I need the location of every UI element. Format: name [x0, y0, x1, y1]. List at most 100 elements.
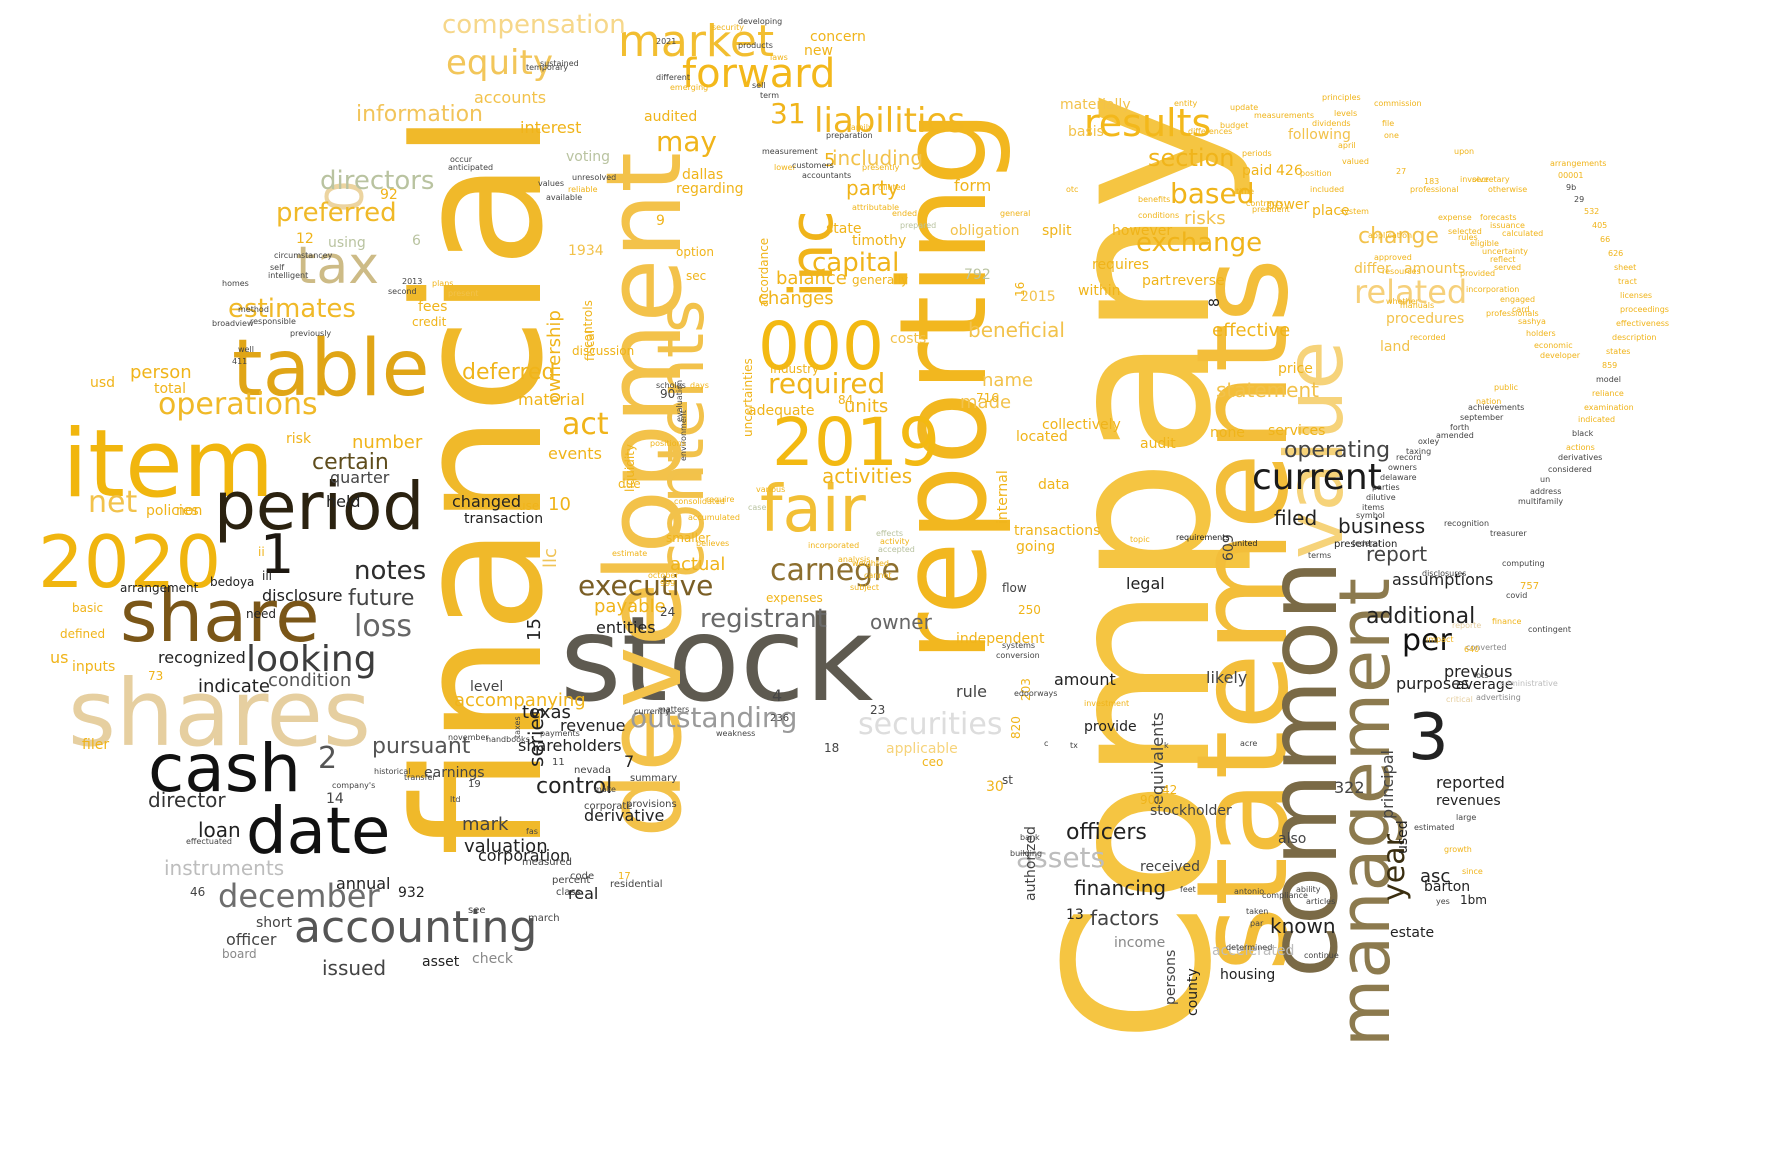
word-421: recorded	[1410, 333, 1446, 342]
word-276: measured	[522, 857, 572, 868]
word-448: 183	[1424, 177, 1440, 186]
word-141: power	[1266, 197, 1310, 213]
word-495: sheet	[1614, 263, 1637, 272]
word-290: handbooks	[486, 735, 530, 744]
word-178: estate	[1390, 925, 1435, 941]
word-65: pursuant	[372, 734, 471, 759]
word-439: levels	[1334, 109, 1358, 118]
word-479: un	[1540, 475, 1551, 484]
word-63: deferred	[462, 360, 556, 385]
word-373: believes	[696, 539, 730, 548]
word-372: accumulated	[688, 513, 740, 522]
word-208: total	[154, 381, 187, 397]
word-403: products	[738, 41, 773, 50]
word-363: environment	[679, 410, 688, 461]
word-12: share	[120, 574, 320, 658]
word-379: various	[756, 485, 786, 494]
word-166: previous	[1444, 662, 1513, 681]
word-82: name	[982, 370, 1034, 391]
word-70: additional	[1366, 604, 1476, 629]
word-282: residential	[610, 879, 663, 890]
word-187: received	[1140, 859, 1201, 875]
word-465: september	[1460, 413, 1504, 422]
word-45: preferred	[276, 198, 397, 228]
word-369: 999	[660, 579, 676, 588]
word-293: taxes	[513, 716, 522, 738]
word-330: critical	[1446, 695, 1473, 704]
word-153: services	[1268, 423, 1326, 439]
word-446: 27	[1396, 167, 1407, 176]
word-77: change	[1358, 224, 1439, 249]
word-73: factors	[1090, 906, 1160, 930]
word-62: net	[88, 485, 138, 520]
word-296: weakness	[716, 729, 756, 738]
word-427: secretary	[1472, 175, 1510, 184]
word-320: since	[1462, 867, 1483, 876]
word-69: report	[1366, 542, 1428, 566]
word-124: material	[518, 390, 585, 409]
word-173: amount	[1054, 670, 1116, 689]
word-328: advertising	[1476, 693, 1521, 702]
word-216: inputs	[72, 659, 116, 675]
word-406: otc	[1066, 185, 1079, 194]
word-229: 7	[624, 752, 635, 771]
word-38: registrant	[700, 604, 827, 634]
word-81: beneficial	[968, 318, 1065, 342]
word-95: payable	[594, 596, 666, 617]
word-317: presentation	[1334, 539, 1398, 550]
word-100: balance	[776, 268, 847, 289]
word-234: 12	[296, 231, 314, 247]
word-264: 46	[190, 885, 206, 899]
word-151: land	[1380, 339, 1411, 355]
word-307: compliance	[1262, 891, 1308, 900]
word-383: effects	[876, 529, 904, 538]
word-475: items	[1362, 503, 1385, 512]
word-160: going	[1016, 539, 1056, 555]
word-473: parties	[1372, 483, 1400, 492]
word-221: board	[222, 947, 257, 961]
word-295: currently	[634, 707, 670, 716]
word-58: act	[562, 407, 609, 442]
word-139: following	[1288, 127, 1351, 143]
word-42: related	[1354, 273, 1468, 311]
word-210: policies	[146, 503, 199, 519]
word-147: part	[1142, 273, 1171, 289]
word-298: k	[1164, 741, 1169, 750]
word-61: 2	[318, 741, 338, 776]
word-162: rule	[956, 682, 988, 701]
word-60: 31	[770, 97, 806, 130]
word-226: 10	[548, 494, 571, 515]
word-44: estimates	[228, 294, 356, 324]
word-190: expenses	[766, 591, 823, 605]
word-14: period	[214, 468, 425, 545]
word-18: 2019	[772, 404, 940, 481]
word-454: reflect	[1490, 255, 1516, 264]
word-503: arrangements	[1550, 159, 1607, 168]
word-467: amended	[1436, 431, 1474, 440]
word-255: 30	[986, 779, 1004, 795]
word-335: contingent	[1528, 625, 1571, 634]
word-249: ii	[258, 545, 265, 559]
word-242: 8	[1207, 298, 1223, 307]
word-207: using	[328, 235, 366, 251]
word-54: exchange	[1136, 228, 1263, 258]
word-202: due	[618, 477, 641, 491]
word-477: multifamily	[1518, 497, 1564, 506]
word-428: otherwise	[1488, 185, 1528, 194]
word-2: stock	[560, 590, 874, 728]
word-182: accelerated	[1212, 943, 1295, 959]
word-271: 11	[552, 757, 565, 768]
word-30: equity	[446, 43, 553, 83]
word-429: forecasts	[1480, 213, 1517, 222]
word-148: reverse	[1172, 273, 1225, 289]
word-9: item	[62, 410, 275, 519]
word-492: proceedings	[1620, 305, 1669, 314]
word-22: 3	[1408, 701, 1449, 775]
word-248: 16	[1013, 281, 1027, 297]
word-374: incorporated	[808, 541, 860, 550]
word-349: 411	[232, 357, 248, 366]
word-338: treasurer	[1490, 529, 1527, 538]
word-498: 405	[1592, 221, 1608, 230]
word-376: weighted	[852, 559, 889, 568]
word-209: usd	[90, 375, 116, 391]
